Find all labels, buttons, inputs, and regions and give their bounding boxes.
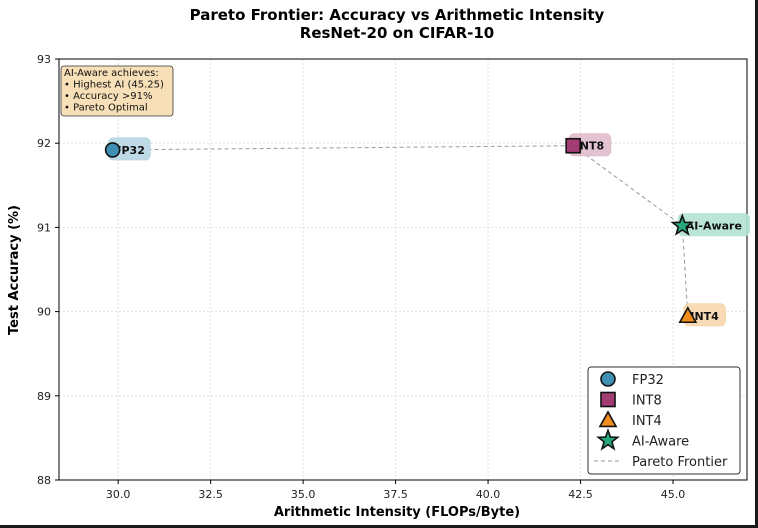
window-right-border <box>755 0 758 528</box>
legend-marker-ai-aware <box>596 428 620 451</box>
data-points <box>104 137 698 324</box>
point-label-text: INT4 <box>690 310 719 323</box>
y-axis-label: Test Accuracy (%) <box>7 205 22 335</box>
y-tick-label: 89 <box>37 390 51 403</box>
legend: FP32 INT8 INT4 AI-Aware Pareto Frontier <box>587 366 741 475</box>
legend-box <box>587 366 741 475</box>
x-tick-label: 45.0 <box>661 488 686 501</box>
x-axis-ticks: 30.0 32.5 35.0 37.5 40.0 42.5 45.0 <box>106 480 685 501</box>
data-point-fp32 <box>104 142 121 158</box>
y-tick-label: 88 <box>37 474 51 487</box>
x-tick-label: 30.0 <box>106 488 131 501</box>
annotation-background <box>60 65 174 117</box>
legend-marker-fp32 <box>600 371 616 387</box>
window-bottom-border <box>0 525 758 528</box>
chart-subtitle: ResNet-20 on CIFAR-10 <box>300 24 494 42</box>
legend-label: INT8 <box>632 394 662 409</box>
x-tick-label: 37.5 <box>383 488 408 501</box>
legend-marker-int8 <box>600 391 616 408</box>
legend-marker-int4 <box>598 410 618 428</box>
pareto-frontier-line <box>112 145 689 316</box>
x-tick-label: 42.5 <box>568 488 593 501</box>
plot-area <box>58 58 748 481</box>
legend-label: AI-Aware <box>632 435 689 450</box>
data-point-ai-aware <box>670 213 695 236</box>
x-tick-label: 35.0 <box>291 488 316 501</box>
annotation-line: AI-Aware achieves: <box>64 68 159 79</box>
y-tick-label: 90 <box>37 306 51 319</box>
point-label-text: INT8 <box>576 140 604 153</box>
y-tick-label: 92 <box>37 137 51 150</box>
x-axis-label: Arithmetic Intensity (FLOPs/Byte) <box>274 505 520 520</box>
x-tick-label: 32.5 <box>198 488 223 501</box>
y-tick-label: 91 <box>37 221 51 234</box>
annotation-line: • Highest AI (45.25) <box>64 80 164 91</box>
annotation-line: • Pareto Optimal <box>64 103 148 114</box>
legend-label: FP32 <box>632 373 664 388</box>
legend-label: INT4 <box>632 414 662 429</box>
data-point-int4 <box>678 306 698 324</box>
y-tick-label: 93 <box>37 53 51 66</box>
annotation-line: • Accuracy >91% <box>64 91 153 102</box>
y-axis-ticks: 88 89 90 91 92 93 <box>37 53 59 487</box>
data-point-int8 <box>565 137 581 154</box>
x-tick-label: 40.0 <box>476 488 501 501</box>
point-labels: FP32 INT8 INT4 AI-Aware <box>108 133 750 327</box>
point-label-text: AI-Aware <box>686 220 742 233</box>
chart-title: Pareto Frontier: Accuracy vs Arithmetic … <box>190 6 605 24</box>
annotation-box: AI-Aware achieves:• Highest AI (45.25)• … <box>60 65 174 117</box>
pareto-frontier-path <box>112 145 689 316</box>
point-label-text: FP32 <box>114 144 145 157</box>
legend-label: Pareto Frontier <box>632 455 728 470</box>
